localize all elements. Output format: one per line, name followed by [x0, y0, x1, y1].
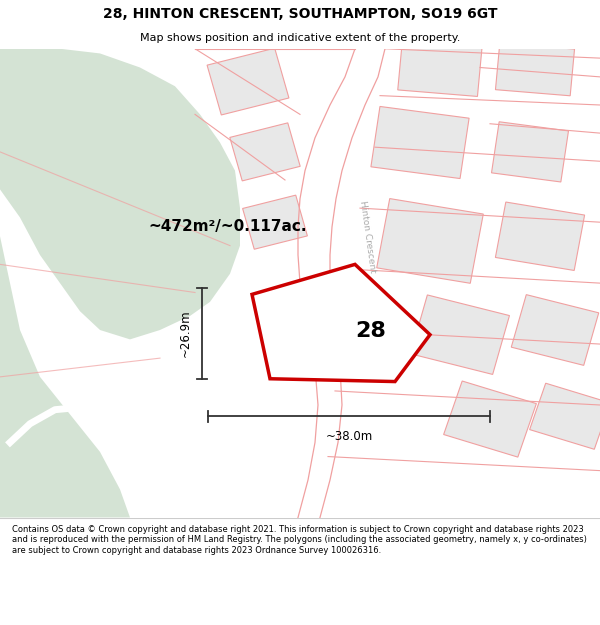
Polygon shape	[252, 264, 430, 381]
Polygon shape	[496, 43, 575, 96]
Text: 28, HINTON CRESCENT, SOUTHAMPTON, SO19 6GT: 28, HINTON CRESCENT, SOUTHAMPTON, SO19 6…	[103, 7, 497, 21]
Text: 28: 28	[355, 321, 386, 341]
Polygon shape	[0, 189, 130, 518]
Text: Hinton Crescent: Hinton Crescent	[358, 199, 377, 273]
Polygon shape	[410, 295, 509, 374]
Polygon shape	[242, 195, 307, 249]
Polygon shape	[491, 122, 568, 182]
Polygon shape	[443, 381, 536, 457]
Polygon shape	[371, 106, 469, 179]
Polygon shape	[530, 383, 600, 449]
Polygon shape	[511, 294, 599, 366]
Text: ~472m²/~0.117ac.: ~472m²/~0.117ac.	[148, 219, 307, 234]
Text: ~26.9m: ~26.9m	[179, 309, 192, 357]
Polygon shape	[298, 49, 385, 518]
Polygon shape	[0, 49, 240, 339]
Polygon shape	[230, 123, 300, 181]
Polygon shape	[496, 202, 584, 271]
Polygon shape	[377, 199, 483, 283]
Polygon shape	[207, 48, 289, 115]
Polygon shape	[398, 39, 482, 96]
Text: Contains OS data © Crown copyright and database right 2021. This information is : Contains OS data © Crown copyright and d…	[12, 525, 587, 555]
Text: ~38.0m: ~38.0m	[325, 430, 373, 443]
Text: Map shows position and indicative extent of the property.: Map shows position and indicative extent…	[140, 33, 460, 43]
